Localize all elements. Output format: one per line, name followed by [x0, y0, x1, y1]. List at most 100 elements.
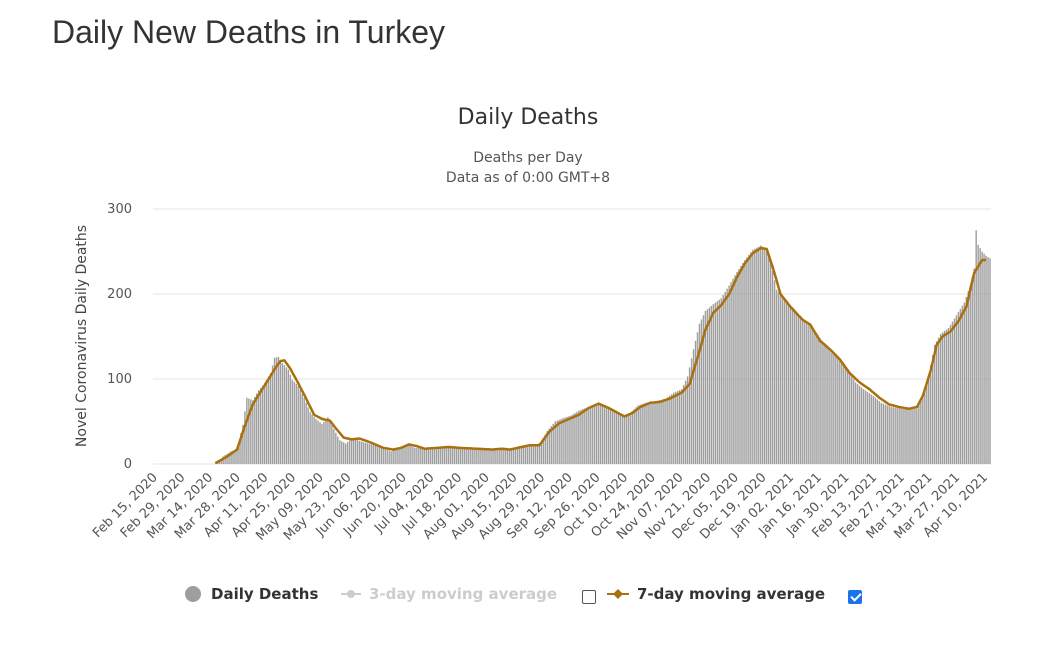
toggle-7-day-average-checkbox[interactable]	[848, 590, 862, 604]
daily-deaths-bar	[420, 447, 422, 464]
daily-deaths-bar	[471, 449, 473, 464]
daily-deaths-bar	[258, 390, 260, 464]
daily-deaths-bar	[449, 447, 452, 464]
daily-deaths-bar	[473, 449, 475, 464]
daily-deaths-bar	[639, 404, 641, 464]
daily-deaths-bar	[912, 409, 914, 464]
daily-deaths-bar	[722, 295, 724, 464]
daily-deaths-bar	[228, 452, 230, 464]
daily-deaths-bar	[848, 373, 851, 464]
daily-deaths-bar	[526, 445, 529, 464]
daily-deaths-bar	[524, 445, 527, 464]
y-tick-label: 300	[107, 202, 132, 217]
daily-deaths-bar	[963, 302, 966, 464]
daily-deaths-bar	[767, 255, 770, 464]
daily-deaths-bar	[671, 394, 673, 464]
daily-deaths-bar	[459, 448, 462, 464]
daily-deaths-bar	[762, 246, 764, 464]
daily-deaths-bar	[230, 451, 232, 464]
daily-deaths-bar	[617, 413, 620, 464]
daily-deaths-bar	[621, 415, 624, 464]
daily-deaths-bar	[665, 398, 667, 464]
daily-deaths-bar	[329, 421, 331, 464]
daily-deaths-bar	[260, 387, 262, 464]
daily-deaths-bar	[297, 385, 299, 464]
daily-deaths-bar	[754, 248, 756, 464]
daily-deaths-bar	[507, 448, 509, 464]
daily-deaths-bar	[503, 449, 505, 464]
daily-deaths-bar	[580, 409, 582, 464]
daily-deaths-bar	[704, 311, 707, 464]
daily-deaths-bar	[698, 323, 701, 464]
daily-deaths-bar	[560, 418, 562, 464]
daily-deaths-bar	[694, 340, 697, 464]
daily-deaths-bar	[914, 408, 916, 464]
daily-deaths-bar	[333, 429, 335, 464]
daily-deaths-bar	[265, 379, 268, 464]
legend-item-3-day-average[interactable]: 3-day moving average	[341, 585, 557, 603]
daily-deaths-bar	[829, 350, 831, 464]
daily-deaths-bar	[554, 421, 556, 464]
daily-deaths-bar	[860, 387, 863, 464]
daily-deaths-bar	[544, 434, 547, 464]
daily-deaths-bar	[979, 248, 981, 464]
daily-deaths-bar	[740, 265, 742, 464]
daily-deaths-bar	[823, 343, 825, 464]
daily-deaths-bar	[570, 415, 572, 464]
daily-deaths-bar	[445, 447, 448, 464]
daily-deaths-bar	[309, 412, 311, 464]
legend-3-day-average-marker	[347, 590, 355, 598]
daily-deaths-bar	[773, 280, 776, 464]
daily-deaths-bar	[412, 447, 414, 464]
daily-deaths-bar	[516, 446, 519, 464]
daily-deaths-bar	[601, 406, 604, 464]
daily-deaths-bar	[273, 357, 276, 464]
daily-deaths-bar	[769, 261, 772, 464]
daily-deaths-bar	[339, 440, 341, 464]
daily-deaths-bar	[491, 450, 493, 464]
daily-deaths-bar	[485, 449, 487, 464]
daily-deaths-bar	[354, 439, 357, 464]
daily-deaths-bar	[791, 307, 794, 464]
daily-deaths-bar	[301, 393, 303, 464]
daily-deaths-bar	[277, 356, 280, 464]
daily-deaths-bar	[372, 444, 375, 464]
page-title: Daily New Deaths in Turkey	[52, 14, 446, 50]
y-axis-label: Novel Coronavirus Daily Deaths	[74, 225, 90, 447]
daily-deaths-bar	[933, 345, 936, 464]
daily-deaths-bar	[281, 362, 284, 464]
daily-deaths-bar	[846, 370, 849, 464]
daily-deaths-bar	[388, 450, 390, 464]
daily-deaths-bar	[937, 337, 940, 464]
daily-deaths-bar	[878, 401, 881, 464]
legend-item-daily-deaths[interactable]: Daily Deaths	[185, 585, 318, 603]
daily-deaths-bar	[283, 365, 286, 464]
daily-deaths-bar	[261, 385, 264, 464]
daily-deaths-bar	[520, 445, 523, 464]
daily-deaths-bar	[712, 304, 715, 464]
toggle-3-day-average-checkbox[interactable]	[582, 590, 596, 604]
daily-deaths-bar	[916, 408, 918, 464]
daily-deaths-bar	[732, 278, 734, 464]
daily-deaths-bar	[904, 409, 906, 464]
daily-deaths-bar	[586, 407, 588, 464]
daily-deaths-bar	[390, 451, 392, 464]
daily-deaths-bar	[777, 291, 780, 464]
daily-deaths-bar	[651, 401, 653, 464]
daily-deaths-bar	[793, 309, 796, 464]
daily-deaths-bar	[279, 359, 282, 464]
legend-item-7-day-average[interactable]: 7-day moving average	[607, 585, 825, 603]
daily-deaths-bar	[592, 406, 594, 464]
daily-deaths-bar	[574, 413, 576, 464]
daily-deaths-bar	[443, 447, 446, 464]
daily-deaths-bar	[609, 409, 612, 464]
daily-deaths-bar	[870, 394, 873, 464]
daily-deaths-bar	[313, 416, 315, 464]
daily-deaths-bar	[467, 449, 469, 464]
daily-deaths-bar	[364, 442, 367, 464]
daily-deaths-bar	[679, 390, 681, 464]
daily-deaths-bar	[892, 407, 894, 464]
daily-deaths-bar	[680, 389, 683, 464]
